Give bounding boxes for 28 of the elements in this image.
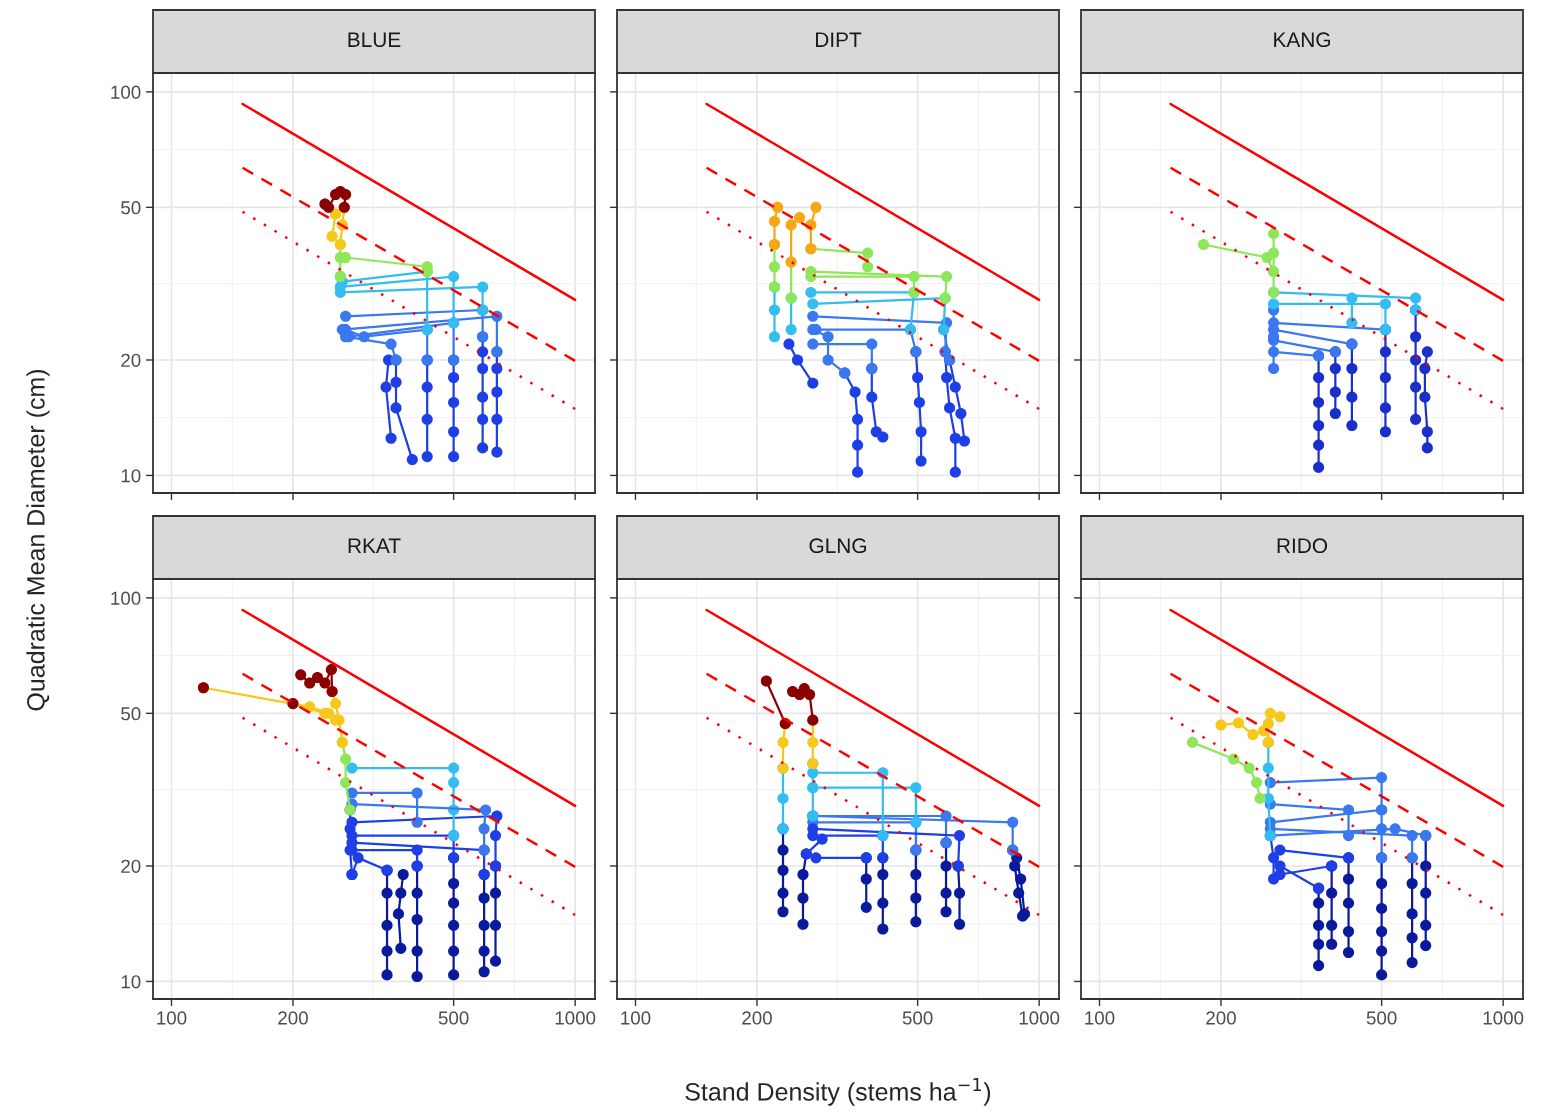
y-tick-label: 10 [121, 469, 141, 483]
x-tick-label: 100 [1085, 1011, 1115, 1025]
y-tick-label: 50 [121, 201, 141, 215]
chart-title: RKAT [348, 538, 401, 553]
x-tick-label: 500 [438, 1011, 469, 1025]
x-tick-label: 1000 [555, 1011, 596, 1025]
x-tick-label: 100 [157, 1011, 187, 1025]
x-axis-title: Stand Density (stems ha$^{−1}$) [685, 1078, 991, 1106]
x-tick-label: 200 [278, 1011, 308, 1025]
chart-title: DIPT [815, 32, 862, 47]
x-tick-label: 200 [1206, 1011, 1236, 1025]
chart-title: KANG [1274, 32, 1330, 48]
x-tick-label: 100 [621, 1011, 651, 1025]
y-tick-label: 100 [111, 85, 141, 99]
chart-title: BLUE [348, 32, 401, 48]
chart-title: GLNG [809, 538, 866, 554]
x-tick-label: 500 [902, 1011, 933, 1025]
y-tick-label: 20 [121, 353, 141, 367]
x-tick-label: 1000 [1483, 1011, 1524, 1025]
x-tick-label: 500 [1366, 1011, 1397, 1025]
y-axis-title: Quadratic Mean Diameter (cm) [26, 369, 50, 711]
y-tick-label: 10 [121, 975, 141, 989]
chart-title: RIDO [1277, 538, 1328, 554]
x-tick-label: 1000 [1019, 1011, 1060, 1025]
y-tick-label: 20 [121, 859, 141, 873]
x-tick-label: 200 [742, 1011, 772, 1025]
y-tick-label: 100 [111, 591, 141, 605]
y-tick-label: 50 [121, 707, 141, 721]
